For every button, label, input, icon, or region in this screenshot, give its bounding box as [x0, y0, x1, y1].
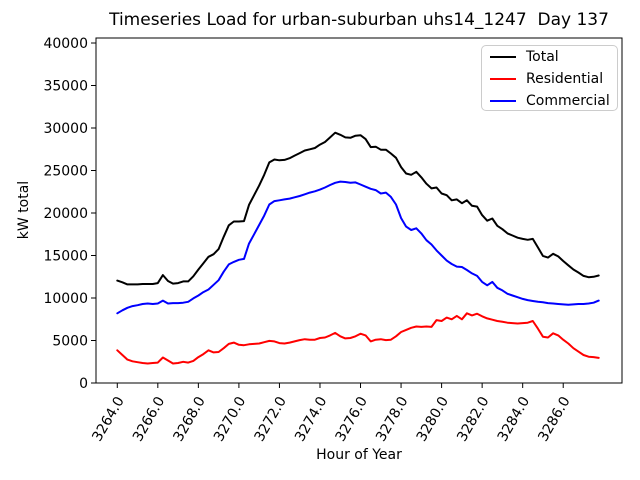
legend-item-commercial: Commercial: [482, 90, 617, 112]
legend-label-commercial: Commercial: [526, 93, 610, 109]
x-tick-label: 3272.0: [252, 394, 290, 444]
legend-label-residential: Residential: [526, 71, 604, 87]
y-axis-label: kW total: [16, 180, 32, 240]
y-tick-label: 15000: [43, 249, 88, 265]
chart-title: Timeseries Load for urban-suburban uhs14…: [109, 10, 609, 30]
x-axis-label: Hour of Year: [316, 447, 402, 463]
series-line-total: [116, 131, 600, 286]
legend-item-residential: Residential: [482, 68, 617, 90]
x-tick-label: 3280.0: [414, 394, 452, 444]
legend-label-total: Total: [526, 49, 559, 65]
x-tick-label: 3264.0: [89, 394, 127, 444]
y-tick-label: 40000: [43, 36, 88, 52]
x-tick-label: 3268.0: [170, 394, 208, 444]
legend-line-sample-total: [490, 56, 516, 58]
y-tick-label: 30000: [43, 121, 88, 137]
x-tick-label: 3282.0: [454, 394, 492, 444]
legend: Total Residential Commercial: [481, 45, 618, 111]
x-tick-label: 3266.0: [130, 394, 168, 444]
y-tick-label: 35000: [43, 79, 88, 95]
y-tick-label: 5000: [52, 334, 88, 350]
x-tick-label: 3278.0: [373, 394, 411, 444]
y-tick-label: 10000: [43, 291, 88, 307]
x-tick-label: 3276.0: [333, 394, 371, 444]
y-tick-label: 0: [79, 376, 88, 392]
x-tick-label: 3284.0: [495, 394, 533, 444]
legend-line-sample-residential: [490, 78, 516, 80]
legend-item-total: Total: [482, 46, 617, 68]
y-tick-label: 20000: [43, 206, 88, 222]
series-line-commercial: [116, 180, 600, 315]
x-tick-label: 3274.0: [292, 394, 330, 444]
series-line-residential: [116, 312, 600, 365]
x-tick-label: 3286.0: [535, 394, 573, 444]
y-tick-label: 25000: [43, 164, 88, 180]
x-tick-label: 3270.0: [211, 394, 249, 444]
legend-line-sample-commercial: [490, 100, 516, 102]
